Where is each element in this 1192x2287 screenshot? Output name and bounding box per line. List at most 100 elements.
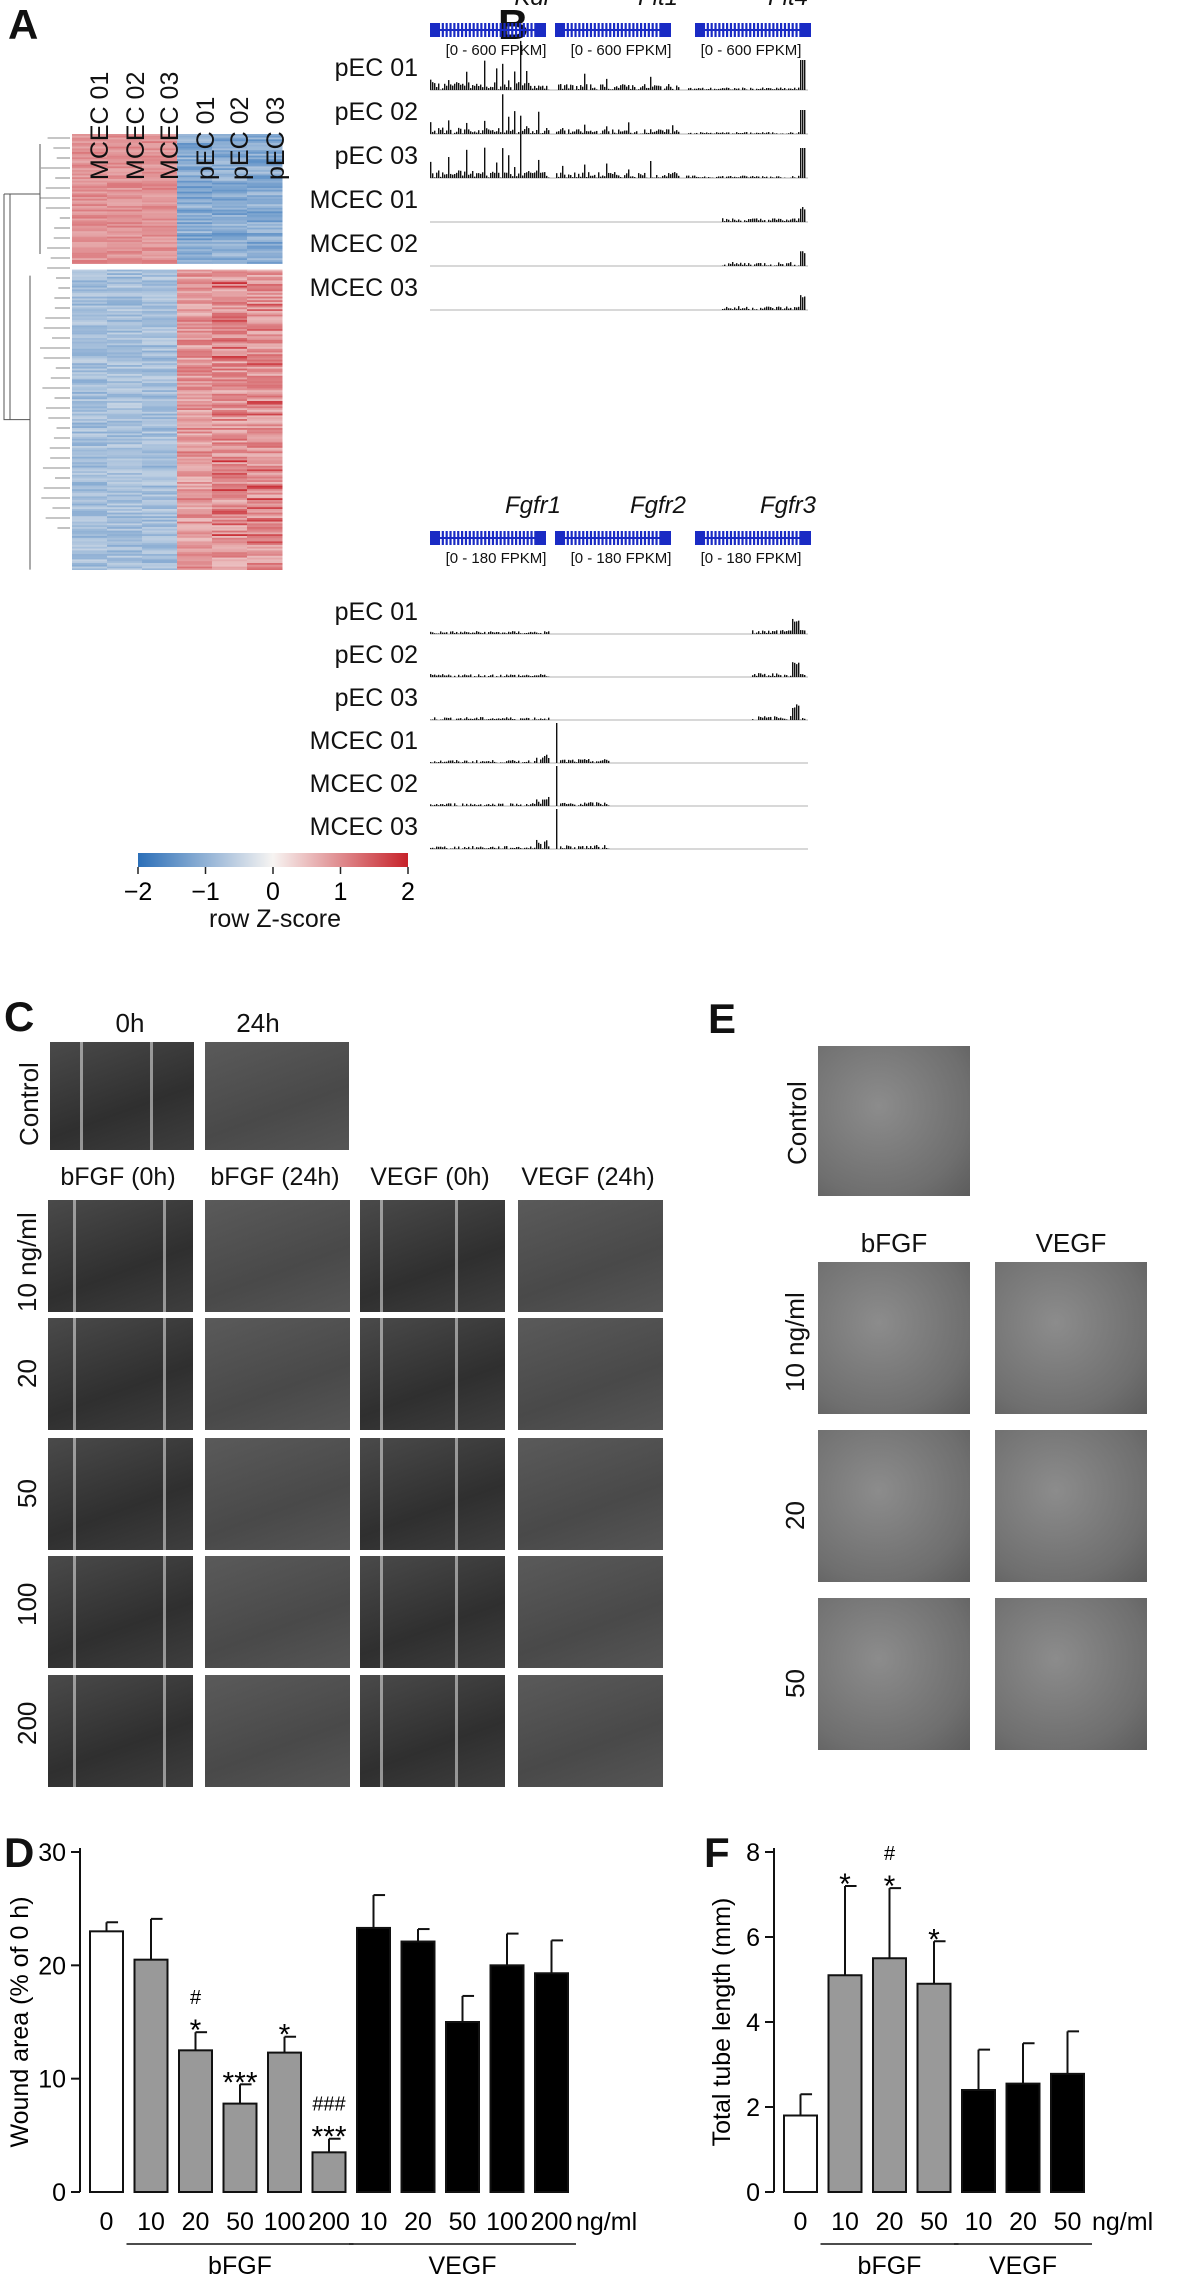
tube-row-label: 20 <box>780 1501 810 1530</box>
x-tick-label: 10 <box>137 2208 165 2236</box>
tube-image <box>995 1262 1147 1414</box>
tube-image <box>818 1430 970 1582</box>
wound-edge <box>163 1438 166 1550</box>
bar <box>783 2114 818 2193</box>
x-tick-label: 10 <box>360 2208 388 2236</box>
wound-image <box>518 1438 663 1550</box>
wound-image <box>360 1556 505 1668</box>
bar <box>489 1964 525 2193</box>
track-sample-label: MCEC 02 <box>309 230 418 258</box>
wound-edge <box>80 1042 83 1150</box>
tube-row-label: 10 ng/ml <box>780 1292 810 1392</box>
significance-label: * <box>190 2014 202 2047</box>
heatmap-column-label: MCEC 01 <box>86 71 114 180</box>
group-label: VEGF <box>428 2252 496 2280</box>
bar <box>267 2051 302 2193</box>
x-tick-label: 200 <box>531 2208 573 2236</box>
wound-edge <box>73 1675 76 1787</box>
panel-c-label: C <box>4 993 35 1040</box>
x-tick-label: 20 <box>1009 2208 1037 2236</box>
bar <box>400 1940 436 2193</box>
y-tick-label: 20 <box>38 1952 66 1980</box>
y-tick-label: 2 <box>746 2094 760 2122</box>
tube-image <box>818 1262 970 1414</box>
wound-image <box>518 1675 663 1787</box>
wound-area-chart: Wound area (% of 0 h) 0 10 20 30 0 10 # * 20 *** 50… <box>6 1839 637 2280</box>
x-tick-label: 50 <box>920 2208 948 2236</box>
wound-edge <box>73 1438 76 1550</box>
tube-length-chart: Total tube length (mm) 0 2 4 6 8 0 * 10 # * 20 * 50 10… <box>708 1839 1153 2280</box>
x-tick-label: 0 <box>794 2208 808 2236</box>
wound-edge <box>73 1200 76 1312</box>
wound-image <box>205 1318 350 1430</box>
track-sample-label: pEC 02 <box>334 641 418 669</box>
wound-col-label: VEGF (24h) <box>521 1163 655 1191</box>
track-range-label: [0 - 180 FPKM] <box>570 550 672 567</box>
wound-edge <box>455 1318 458 1430</box>
gene-name-label: Fgfr1 <box>504 492 561 519</box>
x-tick-label: 50 <box>449 2208 477 2236</box>
heatmap-column-label: MCEC 02 <box>122 71 150 180</box>
wound-edge <box>163 1200 166 1312</box>
wound-edge <box>455 1556 458 1668</box>
tube-col-label: bFGF <box>860 1228 928 1258</box>
wound-edge <box>163 1556 166 1668</box>
significance-label: # <box>190 1987 202 2009</box>
wound-edge <box>380 1556 383 1668</box>
track-sample-label: pEC 01 <box>334 598 418 626</box>
track-sample-label: pEC 02 <box>334 98 418 126</box>
heatmap-colorbar: −2 −1 0 1 2 <box>124 853 415 906</box>
wound-col-label: 24h <box>236 1008 280 1038</box>
bar <box>1050 2072 1085 2194</box>
gene-name-label: Flt1 <box>597 0 719 12</box>
wound-image <box>360 1438 505 1550</box>
x-tick-label: 0 <box>100 2208 114 2236</box>
x-tick-label: 10 <box>831 2208 859 2236</box>
wound-edge <box>380 1438 383 1550</box>
bar <box>222 2102 258 2194</box>
wound-edge <box>455 1438 458 1550</box>
wound-edge <box>150 1042 153 1150</box>
wound-control-label: Control <box>14 1062 44 1146</box>
tube-col-label: VEGF <box>1035 1228 1107 1258</box>
tube-control-label: Control <box>782 1081 812 1165</box>
group-label: bFGF <box>858 2252 922 2280</box>
bar <box>534 1972 569 2193</box>
tube-row-label: 50 <box>780 1669 810 1698</box>
x-tick-label: 100 <box>486 2208 528 2236</box>
wound-image <box>48 1556 193 1668</box>
gene-name-label: Kdr <box>472 0 594 12</box>
track-sample-label: pEC 03 <box>334 684 418 712</box>
rnaseq-tracks <box>430 23 811 850</box>
bar <box>916 1982 952 2193</box>
panel-e-label: E <box>708 995 737 1042</box>
wound-image <box>48 1200 193 1312</box>
wound-edge <box>73 1556 76 1668</box>
heatmap-figure <box>3 134 283 570</box>
colorbar-tick-label: 2 <box>401 878 415 906</box>
track-range-label: [0 - 180 FPKM] <box>445 550 547 567</box>
track-sample-label: pEC 01 <box>334 54 418 82</box>
y-tick-label: 4 <box>746 2009 760 2037</box>
heatmap-column-label: pEC 03 <box>262 96 290 180</box>
wound-edge <box>380 1318 383 1430</box>
wound-edge <box>163 1675 166 1787</box>
significance-label: *** <box>222 2066 257 2099</box>
colorbar-tick-label: −1 <box>191 878 220 906</box>
gene-name-label: Fgfr2 <box>629 492 686 519</box>
bar <box>827 1974 863 2193</box>
bar <box>133 1958 169 2193</box>
x-tick-label: 20 <box>404 2208 432 2236</box>
group-label: bFGF <box>208 2252 272 2280</box>
wound-edge <box>455 1675 458 1787</box>
bar <box>1005 2082 1041 2193</box>
x-tick-label: 20 <box>876 2208 904 2236</box>
colorbar-tick-label: 1 <box>334 878 348 906</box>
track-range-label: [0 - 180 FPKM] <box>700 550 802 567</box>
wound-image <box>205 1200 350 1312</box>
colorbar-title: row Z-score <box>209 905 341 933</box>
tube-image <box>995 1598 1147 1750</box>
significance-label: * <box>279 2019 291 2052</box>
x-tick-label: 10 <box>965 2208 993 2236</box>
bar <box>356 1926 391 2194</box>
